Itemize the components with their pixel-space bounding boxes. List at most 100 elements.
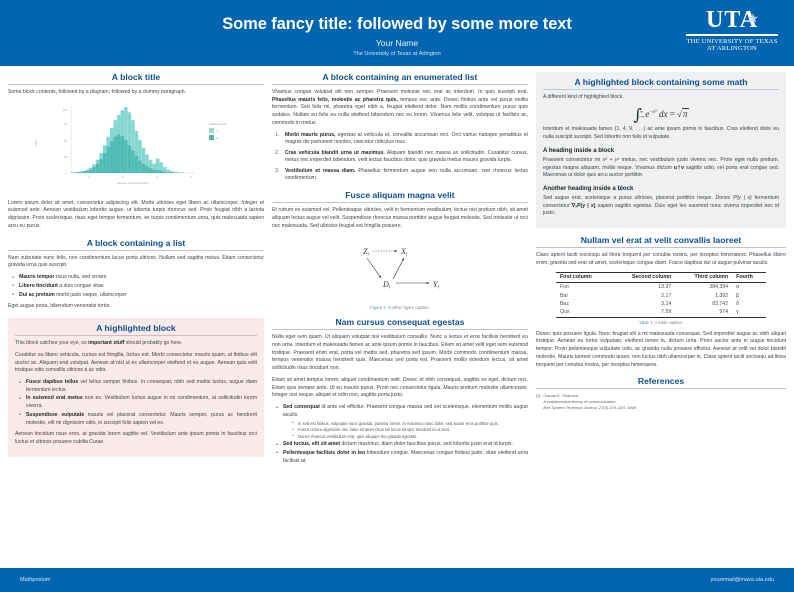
svg-text:-2: -2 (88, 175, 91, 179)
text-part: sapien sagittis egestas. Duis eget leo e… (542, 202, 779, 217)
node-y: Yi (433, 280, 439, 291)
table-row: Qux 7.59 974 γ (555, 308, 766, 318)
caption-text: A table caption. (654, 319, 684, 325)
paragraph-1: Nulla eget sem quam. Ut aliquam volutpat… (271, 334, 528, 372)
cell-second: 13.37 (658, 284, 672, 291)
block-heading: A block containing an enumerated list (322, 72, 478, 82)
block-heading: A block containing a list (86, 237, 186, 248)
nested-list-item: In sed est finibus, vulputate nunc gravi… (292, 420, 528, 427)
list-item-rest: a duis congue vitae (57, 282, 104, 289)
heading-rule (8, 84, 264, 85)
block-heading: A block title (111, 72, 161, 82)
col-header-second: Second column (610, 271, 676, 284)
list-item-rest: egestas at vehicula et, convallis accums… (284, 131, 528, 146)
bullet-list: Sed consequat id ante vel efficitur. Pra… (272, 404, 528, 465)
list-item-rest: morbi justo neque, ullamcorper (54, 291, 127, 298)
block-a-highlighted-block: A highlighted block This block catches y… (8, 318, 264, 457)
math-intro-text: A different kind of highlighted block. (542, 94, 624, 100)
nested-list-item: Fusce ornare dignissim nisi. Nam sit ame… (292, 427, 528, 434)
block-references: References [1] Claude E. Shannon. A math… (535, 376, 786, 411)
cell-name: Baz (559, 301, 569, 308)
text-part: metus, nec vestibulum justo viverra nec.… (542, 156, 779, 171)
table-header-row: First column Second column Third column … (555, 271, 766, 284)
display-equation: ∫ ∞ −∞e−x² dx = √π (633, 104, 689, 124)
bullet-list: Mauris tempor risus nulla, sed ornare Li… (8, 274, 264, 300)
heading-rule (271, 84, 528, 85)
table-intro-text: Class aptent taciti sociosqu ad litora t… (535, 252, 786, 266)
svg-text:A: A (216, 130, 218, 133)
emphasis-text: Phasellus mauris felis, molestie ac phar… (271, 96, 398, 103)
poster-columns: A block title Some block contents, follo… (0, 66, 794, 565)
text-part: Sed augue erat, scelerisque a purus ultr… (542, 194, 734, 201)
reference-entry: [1] Claude E. Shannon. A mathematical th… (536, 393, 786, 411)
node-d: Di (382, 280, 391, 291)
poster-header: Some fancy title: followed by some more … (0, 0, 794, 66)
table-head: First column Second column Third column … (555, 271, 766, 284)
bullet-list: Fusce dapibus tellus vel tellus semper f… (15, 379, 257, 427)
list-item-rest: non ex. Vestibulum luctus augue in mi co… (26, 395, 257, 410)
block-intro-text: Some block contents, followed by a diagr… (8, 89, 187, 95)
equation-body: e (645, 108, 650, 119)
svg-text:Experiment arm: Experiment arm (209, 123, 227, 126)
list-item: Cras vehicula blandit urna ut maximus. A… (274, 150, 528, 165)
inline-math: u†v (673, 164, 684, 171)
reference-journal: Bell System Technical Journal, 27(3):379… (543, 405, 638, 411)
exponent: −x² (649, 108, 657, 115)
block-heading: Nullam vel erat at velit convallis laore… (580, 235, 742, 246)
list-item: Fusce dapibus tellus vel tellus semper f… (19, 379, 257, 394)
col-header-fourth: Fourth (732, 271, 766, 284)
reference-body: Claude E. Shannon. A mathematical theory… (543, 393, 637, 411)
svg-text:2: 2 (156, 175, 158, 179)
list-item-rest: Aliquam blandit nec massa ac sollicitudi… (284, 149, 528, 164)
list-item-lead: Fusce dapibus tellus (26, 379, 79, 386)
footer-email[interactable]: youremail@mavs.uta.edu (710, 577, 774, 583)
cell-third: 974 (675, 308, 733, 318)
list-item-lead: In euismod erat metus (26, 395, 83, 402)
cell-second: 3.14 (661, 301, 672, 308)
svg-text:4: 4 (190, 175, 192, 179)
emphasis-text: important stuff (88, 340, 125, 347)
heading-rule (535, 388, 786, 390)
list-item: Dui ac pretium morbi justo neque, ullamc… (12, 291, 264, 300)
page-title: Some fancy title: followed by some more … (222, 14, 572, 33)
logo-divider (686, 34, 778, 36)
block-math-highlight: A highlighted block containing some math… (535, 72, 786, 229)
heading-rule (8, 249, 264, 251)
table-row: Bar 2.17 1,392 β (556, 292, 766, 300)
block-heading: A highlighted block (96, 323, 176, 334)
list-item-rest: mauris vel placerat consectetur. Mauris … (26, 411, 257, 426)
list-item-lead: Dui ac pretium (19, 291, 55, 298)
svg-text:0: 0 (66, 171, 68, 175)
list-intro-text: Nam vulputate nunc felis, non condimentu… (8, 254, 264, 269)
list-item: Mauris tempor risus nulla, sed ornare (12, 274, 264, 282)
inline-heading-2: Another heading inside a block (542, 184, 634, 192)
histogram-series-b (74, 134, 174, 173)
poster-footer: Mathposium youremail@mavs.uta.edu (0, 568, 794, 592)
cell-fourth: γ (732, 308, 766, 318)
list-item: In euismod erat metus non ex. Vestibulum… (19, 395, 257, 410)
chart-legend: Experiment arm A B (208, 123, 227, 140)
figure-intro-text: Et rutrum ex euismod vel. Pellentesque u… (271, 207, 528, 229)
inline-math: x² + y² (602, 156, 620, 163)
highlight-paragraph: Curabitur eu libero vehicula, cursus est… (15, 351, 257, 374)
caption-text: Another figure caption. (387, 305, 430, 311)
block-heading: Fusce aliquam magna velit (345, 190, 455, 201)
list-item-lead: Morbi mauris purus, (284, 131, 336, 138)
table-row: Baz 3.14 83,742 δ (556, 300, 766, 308)
svg-text:0: 0 (122, 175, 124, 179)
text-part: sagittis odio, vel porta erat congue sed… (542, 164, 780, 179)
cell-fourth: α (736, 284, 740, 291)
list-item: Libero tincidunt a duis congue vitae (12, 282, 264, 291)
after-equation-text: Interdum et malesuada fames {1, 4, 9, . … (542, 126, 779, 141)
paragraph-2: Etiam sit amet tempus lorem, aliquet con… (271, 376, 528, 399)
author-name: Your Name (375, 38, 419, 49)
figure-caption: Figure 1: Another figure caption. (272, 305, 528, 310)
highlight-intro-text: This block catches your eye, so importan… (15, 340, 257, 348)
text-part: should probably go here. (124, 340, 183, 347)
list-item: Pellentesque facilisis dolor in leo bibe… (276, 449, 528, 465)
text-part: Praesent consectetur mi (542, 156, 603, 163)
inline-heading-1: A heading inside a block (542, 146, 615, 154)
list-item-lead: Suspendisse vulputate (26, 411, 85, 418)
nested-list: In sed est finibus, vulputate nunc gravi… (283, 420, 528, 440)
caption-label: Table 1: (638, 319, 654, 325)
